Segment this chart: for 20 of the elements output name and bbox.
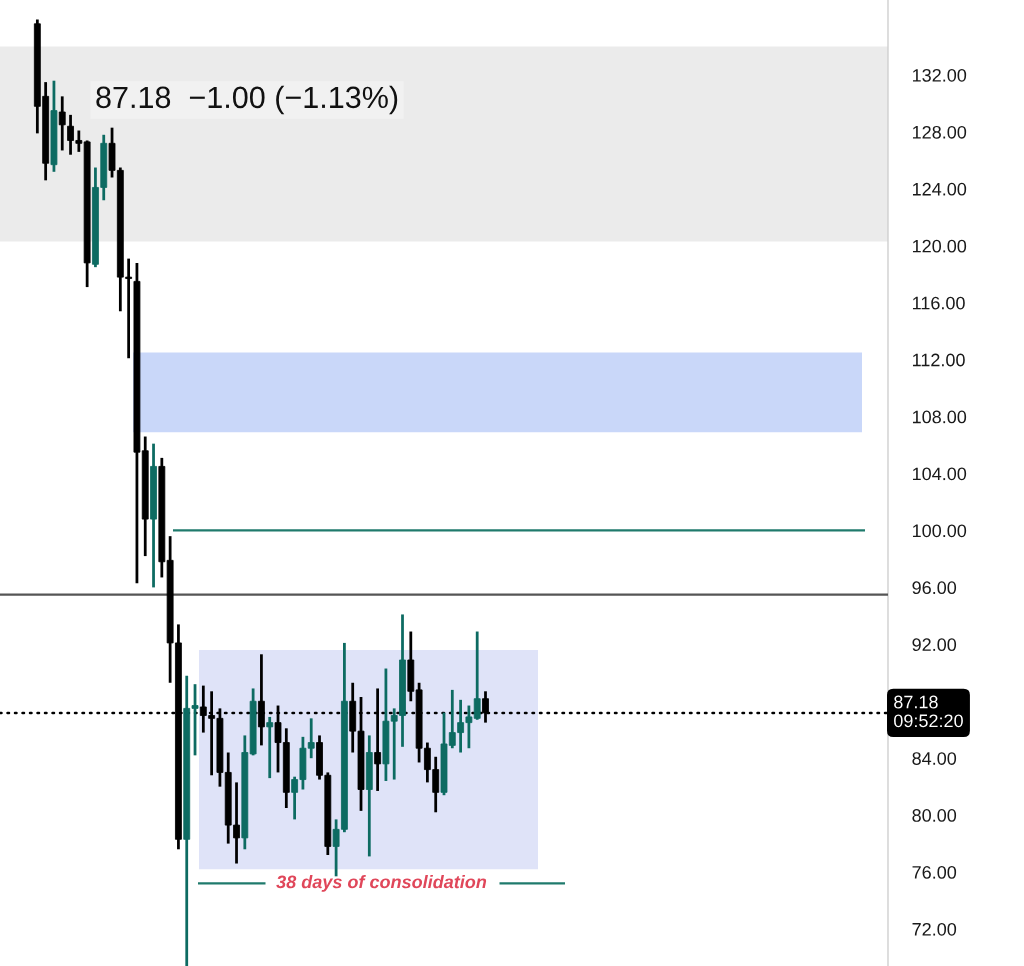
y-tick-label: 120.00 (912, 239, 967, 253)
annotation: 87.18 −1.00 (−1.13%) (96, 85, 398, 115)
y-tick-label: 124.00 (912, 182, 967, 196)
y-tick-label: 84.00 (912, 752, 957, 765)
candlestick (266, 715, 274, 780)
y-tick-label: 92.00 (912, 638, 957, 652)
y-tick-label: 104.00 (912, 467, 967, 481)
y-tick-label: 100.00 (912, 524, 967, 538)
y-tick-label: 108.00 (912, 410, 967, 424)
y-tick-label: 128.00 (912, 125, 967, 139)
y-tick-label: 112.00 (912, 353, 965, 367)
y-tick-label: 76.00 (912, 866, 957, 879)
y-tick-label: 96.00 (912, 581, 957, 595)
y-tick-label: 132.00 (912, 68, 967, 82)
y-tick-label: 116.00 (912, 296, 965, 310)
ref-line-label: 38 days of consolidation (276, 875, 487, 892)
candlestick (58, 94, 66, 152)
y-tick-label: 80.00 (912, 809, 957, 822)
ref-line-label: 87.18 09:52:20 (894, 695, 963, 728)
y-tick-label: 72.00 (912, 922, 957, 936)
